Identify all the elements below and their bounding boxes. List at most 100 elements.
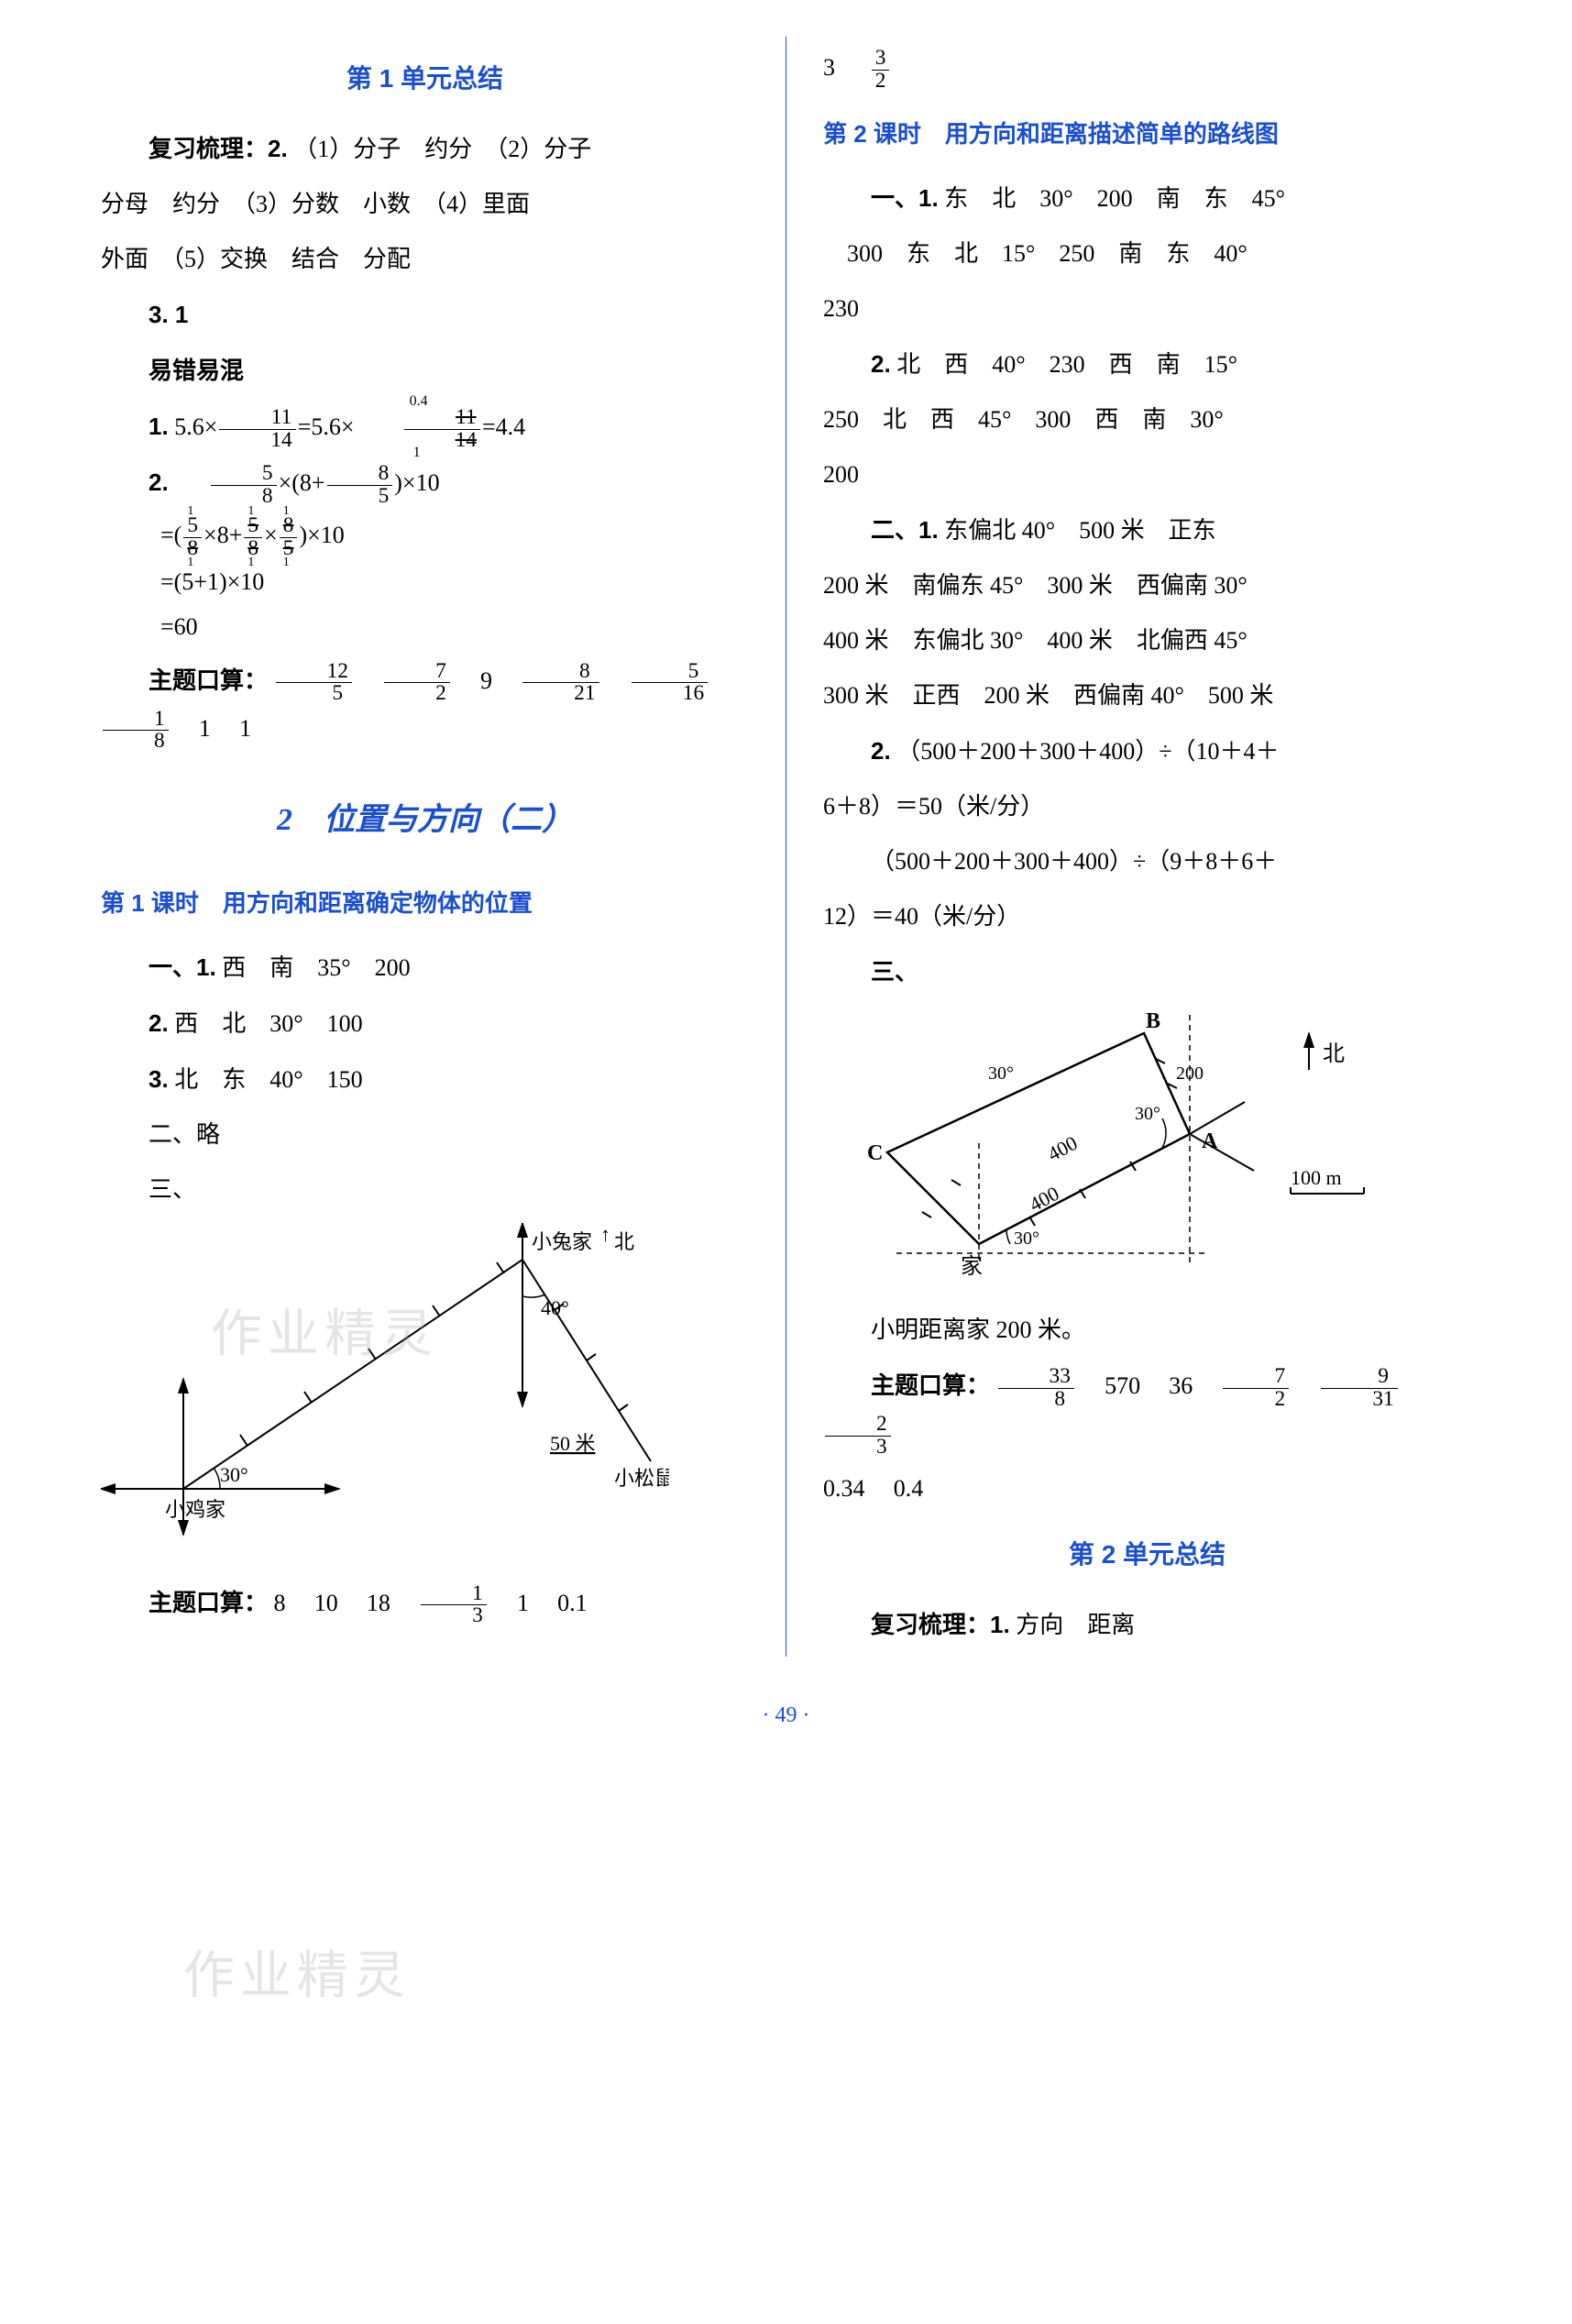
svg-text:A: A (1202, 1129, 1218, 1153)
mental-math-2: 主题口算： 810181310.1 (101, 1579, 749, 1627)
value-text: 570 (1105, 1372, 1140, 1399)
fuxi-line3: 外面 （5）交换 结合 分配 (101, 236, 749, 283)
r-s2-2-l4: 12）＝40（米/分） (823, 893, 1471, 941)
fuxi-line2: 分母 约分 （3）分数 小数 （4）里面 (101, 181, 749, 228)
right-column: 3 32 第 2 课时 用方向和距离描述简单的路线图 一、1. 东 北 30° … (786, 37, 1499, 1657)
eq2-label: 2. (148, 468, 169, 496)
svg-text:小兔家: 小兔家 (532, 1230, 592, 1253)
svg-text:B: B (1146, 1009, 1160, 1033)
value-text: 0.34 (823, 1475, 865, 1502)
value-text: 0.4 (894, 1475, 924, 1502)
eq1-res: =4.4 (482, 413, 525, 440)
diagram-2-svg: B A C 家 30° 30° 30° 200 400 400 北 100 m (823, 1006, 1410, 1281)
diagram-1: 小兔家 北 ↑ 40° 30° 50 米 小松鼠家 小鸡家 (101, 1223, 749, 1570)
r-s1-1-l2: 300 东 北 15° 250 南 东 40° (823, 230, 1471, 278)
mental-math-2-values: 810181310.1 (274, 1590, 588, 1616)
svg-text:30°: 30° (1014, 1228, 1039, 1249)
mental-math-3-values-b: 0.34 0.4 (823, 1475, 923, 1502)
eq1-cancel-top: 0.4 (362, 387, 428, 416)
r-s1-2-l2: 250 北 西 45° 300 西 南 30° (823, 396, 1471, 444)
svg-text:400: 400 (1044, 1131, 1082, 1166)
value-text: 9 (480, 667, 492, 694)
watermark: 作业精灵 (183, 1925, 411, 2028)
svg-text:C: C (867, 1141, 883, 1165)
eq2-row4: =60 (160, 606, 749, 649)
l1-sec1-1: 一、1. 西 南 35° 200 (101, 943, 749, 992)
value-fraction: 18 (103, 709, 169, 753)
unit2-summary-heading: 第 2 单元总结 (823, 1529, 1471, 1581)
svg-text:40°: 40° (541, 1296, 569, 1319)
svg-text:家: 家 (961, 1254, 983, 1279)
svg-text:30°: 30° (1135, 1104, 1160, 1124)
svg-text:北: 北 (1323, 1041, 1345, 1066)
eq1-frac1: 1114 (219, 407, 295, 451)
l1-sec1-2: 2. 西 北 30° 100 (101, 999, 749, 1048)
svg-text:400: 400 (1026, 1182, 1063, 1217)
value-text: 18 (367, 1590, 390, 1616)
value-text: 10 (314, 1590, 338, 1616)
diagram-2: B A C 家 30° 30° 30° 200 400 400 北 100 m (823, 1006, 1471, 1297)
value-text: 1 (199, 715, 211, 742)
svg-text:30°: 30° (220, 1463, 248, 1486)
page-number: 49 (775, 1703, 797, 1727)
r-s2-1-l3: 400 米 东偏北 30° 400 米 北偏西 45° (823, 617, 1471, 665)
mental-math-1-label: 主题口算： (148, 666, 268, 694)
eq1-label: 1. (148, 413, 169, 440)
eq1-mid: =5.6× (298, 413, 355, 440)
value-text: 1 (517, 1590, 529, 1616)
mental-math-3: 主题口算： 338570367293123 (823, 1361, 1471, 1458)
lesson-2-heading: 第 2 课时 用方向和距离描述简单的路线图 (823, 110, 1471, 158)
svg-text:100 m: 100 m (1291, 1166, 1342, 1189)
footer-dot: · (803, 1703, 810, 1727)
svg-text:200: 200 (1176, 1063, 1204, 1084)
value-fraction: 72 (384, 661, 450, 705)
eq2-row2: =(1581×8+1581×1851)×10 (160, 514, 749, 559)
value-fraction: 13 (421, 1583, 487, 1627)
value-text: 36 (1169, 1372, 1193, 1399)
svg-text:30°: 30° (988, 1063, 1014, 1084)
value-fraction: 23 (825, 1414, 891, 1458)
l1-sec2: 二、略 (101, 1111, 749, 1159)
page-footer: · 49 · (73, 1693, 1499, 1737)
svg-text:北: 北 (614, 1230, 634, 1253)
fuxi-text: （1）分子 约分 （2）分子 (293, 136, 591, 162)
svg-text:小鸡家: 小鸡家 (165, 1498, 225, 1521)
fuxi-line1: 复习梳理：2. （1）分子 约分 （2）分子 (101, 125, 749, 173)
r-s1-2-l3: 200 (823, 451, 1471, 499)
mental-math-3b: 0.34 0.4 (823, 1465, 1471, 1513)
r-s2-1-l4: 300 米 正西 200 米 西偏南 40° 500 米 (823, 672, 1471, 720)
r-s2-2-l1: 2. （500＋200＋300＋400）÷（10＋4＋ (823, 727, 1471, 776)
value-fraction: 72 (1223, 1366, 1289, 1410)
value-text: 1 (239, 715, 251, 742)
r-s3-label: 三、 (823, 948, 1471, 997)
r-s1-2-l1: 2. 北 西 40° 230 西 南 15° (823, 340, 1471, 389)
r-s1-1-l1: 一、1. 东 北 30° 200 南 东 45° (823, 174, 1471, 223)
item-3-text: 3. 1 (148, 301, 188, 328)
mental-math-1: 主题口算： 1257298215161811 (101, 656, 749, 753)
lesson-1-heading: 第 1 课时 用方向和距离确定物体的位置 (101, 879, 749, 927)
svg-text:↑: ↑ (600, 1223, 610, 1246)
fuxi-label: 复习梳理：2. (148, 135, 288, 162)
r-s2-1-l1: 二、1. 东偏北 40° 500 米 正东 (823, 506, 1471, 555)
r-s2-2-l3: （500＋200＋300＋400）÷（9＋8＋6＋ (823, 838, 1471, 886)
left-column: 第 1 单元总结 复习梳理：2. （1）分子 约分 （2）分子 分母 约分 （3… (73, 37, 786, 1657)
r-s1-1-l3: 230 (823, 285, 1471, 333)
eq2-rows: =(1581×8+1581×1851)×10 =(5+1)×10 =60 (160, 514, 749, 649)
topline: 3 32 (823, 44, 1471, 92)
value-text: 8 (274, 1590, 286, 1616)
chapter-2-heading: 2 位置与方向（二） (101, 789, 749, 852)
r-s2-2-l2: 6＋8）＝50（米/分） (823, 783, 1471, 831)
eq1-cancel-bot: 1 (366, 438, 421, 468)
svg-text:50 米: 50 米 (550, 1432, 596, 1455)
l1-sec1-3: 3. 北 东 40° 150 (101, 1055, 749, 1104)
page: 作业精灵 作业精灵 第 1 单元总结 复习梳理：2. （1）分子 约分 （2）分… (73, 37, 1499, 1657)
unit1-summary-heading: 第 1 单元总结 (101, 53, 749, 105)
value-fraction: 931 (1321, 1366, 1397, 1410)
value-fraction: 125 (276, 661, 352, 705)
eq1: 1. 5.6×1114=5.6× 0.4 1114 1 =4.4 (101, 402, 749, 451)
xiaoming-line: 小明距离家 200 米。 (823, 1306, 1471, 1354)
item-3: 3. 1 (101, 291, 749, 339)
svg-text:小松鼠家: 小松鼠家 (614, 1467, 669, 1490)
l1-sec3: 三、 (101, 1166, 749, 1214)
value-fraction: 338 (998, 1366, 1074, 1410)
